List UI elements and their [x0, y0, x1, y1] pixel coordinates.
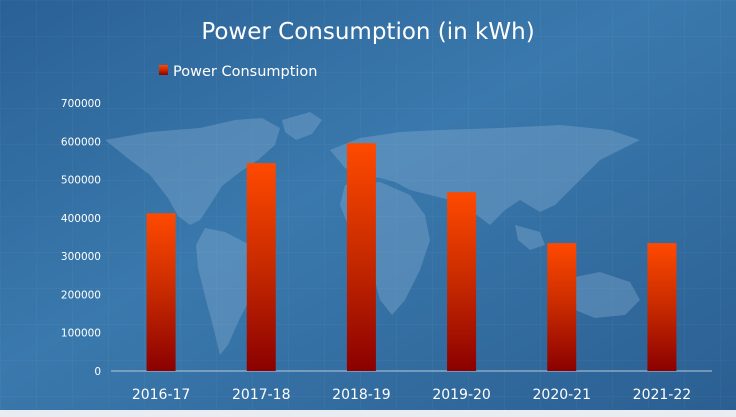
legend-swatch — [159, 65, 168, 75]
bar-2021-22 — [647, 243, 677, 371]
y-tick-label: 400000 — [61, 213, 101, 225]
y-tick-label: 600000 — [61, 136, 101, 148]
y-tick-label: 300000 — [61, 251, 101, 263]
bar-2019-20 — [447, 192, 477, 371]
x-axis: 2016-17 2017-18 2018-19 2019-20 2020-21 2021-… — [132, 387, 691, 403]
y-axis: 0 100000 200000 300000 400000 500000 600000 700… — [61, 98, 101, 378]
y-tick-label: 200000 — [61, 289, 101, 301]
chart-title: Power Consumption (in kWh) — [201, 19, 534, 45]
y-tick-label: 700000 — [61, 98, 101, 110]
x-tick-label: 2020-21 — [533, 387, 592, 403]
legend-label: Power Consumption — [173, 64, 317, 80]
legend: Power Consumption — [159, 64, 317, 80]
bars — [146, 143, 677, 371]
x-tick-label: 2016-17 — [132, 387, 191, 403]
y-tick-label: 500000 — [61, 175, 101, 187]
bar-2017-18 — [246, 163, 276, 371]
bar-2016-17 — [146, 213, 176, 371]
bar-2020-21 — [547, 243, 577, 371]
x-tick-label: 2017-18 — [232, 387, 291, 403]
y-tick-label: 100000 — [61, 328, 101, 340]
x-tick-label: 2018-19 — [332, 387, 391, 403]
y-tick-label: 0 — [94, 366, 101, 378]
world-map-background — [105, 112, 640, 355]
bottom-border — [0, 410, 736, 417]
x-tick-label: 2019-20 — [432, 387, 491, 403]
x-tick-label: 2021-22 — [633, 387, 692, 403]
bar-2018-19 — [346, 143, 376, 371]
